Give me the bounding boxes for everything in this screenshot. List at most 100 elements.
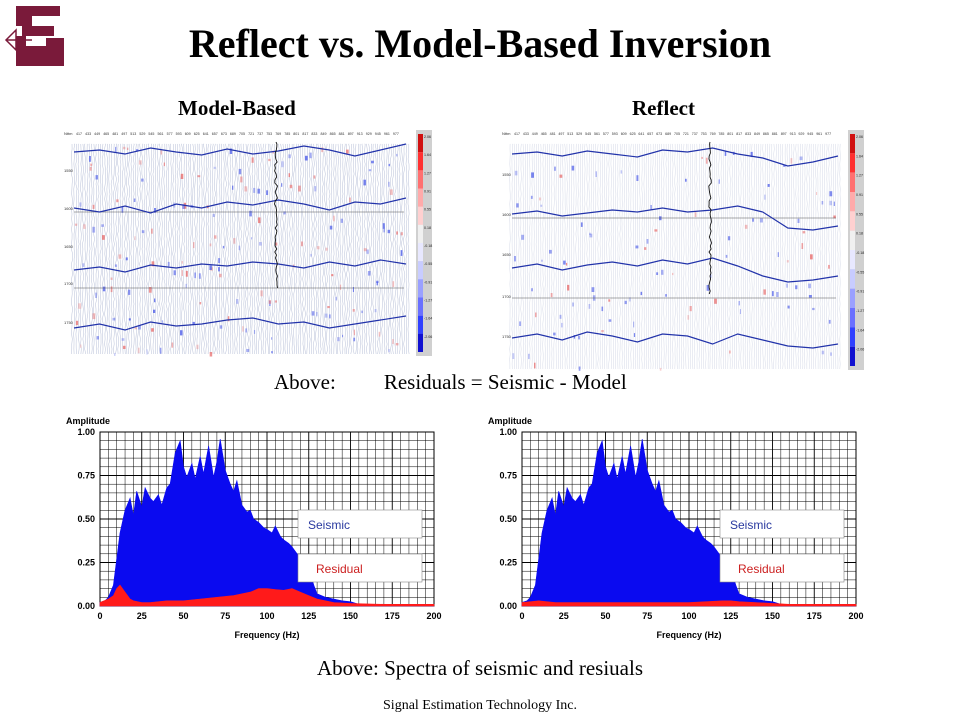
cdp-tick-label: 897 [348,132,354,136]
x-tick-label: 25 [137,611,147,621]
color-bar-tick-label: -0.55 [424,262,432,266]
cdp-tick-label: 897 [781,132,787,136]
cdp-tick-label: 673 [221,132,227,136]
color-bar-tick-label: -1.27 [856,309,864,313]
depth-tick-label: 1750 [64,320,74,325]
depth-tick-label: 1550 [502,172,512,177]
cdp-axis: Nttm 417 433 449 465 481 497 513 529 545 561 577 593… [64,131,399,136]
color-bar-swatch [850,172,855,192]
x-tick-label: 100 [681,611,696,621]
color-bar-swatch [850,346,855,366]
color-bar-swatch [418,315,423,334]
x-tick-label: 50 [600,611,610,621]
page-title: Reflect vs. Model-Based Inversion [188,21,772,66]
legend-label-seismic: Seismic [730,518,772,532]
cdp-tick-label: 769 [710,132,716,136]
seismic-traces [509,143,841,371]
cdp-tick-label: 609 [621,132,627,136]
cdp-tick-label: 769 [275,132,281,136]
series-area-seismic [99,438,434,607]
horizon-line [511,257,839,283]
spectrum-chart-model-based: 0 25 50 75 100 125 150 175 200 0.00 0.25 0.50 0.75 1.… [66,416,442,640]
cdp-tick-label: 977 [825,132,831,136]
cdp-tick-label: 849 [321,132,327,136]
x-axis-label: Frequency (Hz) [234,630,299,640]
cdp-tick-label: 737 [257,132,263,136]
cdp-tick-label: 433 [85,132,91,136]
cdp-tick-label: 465 [541,132,547,136]
cdp-tick-label: 929 [798,132,804,136]
cdp-axis: Nttm 417 433 449 465 481 497 513 529 545 561 577 593… [502,131,831,136]
cdp-tick-label: 753 [701,132,707,136]
x-tick-label: 200 [426,611,441,621]
cdp-tick-label: 513 [130,132,136,136]
color-bar-tick-label: 0.18 [856,232,863,236]
color-bar-tick-label: 2.06 [424,135,431,139]
depth-tick-label: 1650 [502,252,512,257]
cdp-tick-label: 657 [647,132,653,136]
color-bar: 2.06 1.64 1.27 0.91 0.55 0.18 -0.18 -0.55 -0.91 -… [416,130,432,356]
legend-label-residual: Residual [316,562,363,576]
depth-tick-label: 1600 [64,206,74,211]
cdp-tick-label: 929 [366,132,372,136]
well-log [708,141,712,295]
well-log [274,141,279,289]
x-tick-label: 150 [343,611,358,621]
y-tick-label: 1.00 [77,427,95,437]
cdp-tick-label: 833 [311,132,317,136]
cdp-tick-label: 625 [630,132,636,136]
cdp-tick-label: 977 [393,132,399,136]
color-bar-tick-label: 1.27 [424,171,431,175]
cdp-tick-label: 641 [638,132,644,136]
cdp-tick-label: 529 [576,132,582,136]
color-bar-tick-label: 0.55 [424,208,431,212]
color-bar-tick-label: -0.91 [424,280,432,284]
caption-residuals: Above: Residuals = Seismic - Model [274,370,627,395]
depth-tick-label: 1550 [64,168,74,173]
color-bar-swatch [418,333,423,352]
horizon-line [511,147,839,167]
color-bar-swatch [850,192,855,212]
company-logo [4,6,64,66]
color-bar-tick-label: 2.06 [856,135,863,139]
cdp-tick-label: 753 [266,132,272,136]
seismic-section-model-based: Nttm 417 433 449 465 481 497 513 529 545 561 577 593… [62,128,438,362]
x-tick-label: 125 [723,611,738,621]
seismic-section-reflect: Nttm 417 433 449 465 481 497 513 529 545 561 577 593… [490,128,876,376]
cdp-tick-label: 833 [745,132,751,136]
cdp-tick-label: 865 [763,132,769,136]
color-bar-tick-label: -1.64 [424,317,432,321]
color-bar-tick-label: 1.64 [424,153,431,157]
color-bar-tick-label: -2.06 [856,348,864,352]
cdp-tick-label: 737 [692,132,698,136]
cdp-tick-label: 913 [357,132,363,136]
cdp-tick-label: 641 [203,132,209,136]
cdp-tick-label: 705 [239,132,245,136]
cdp-tick-label: 529 [139,132,145,136]
color-bar-tick-label: 0.55 [856,212,863,216]
color-bar-tick-label: 0.18 [424,226,431,230]
color-bar-tick-label: -0.18 [424,244,432,248]
cdp-tick-label: 721 [248,132,254,136]
color-bar-swatch [418,206,423,225]
x-tick-label: 175 [385,611,400,621]
x-tick-label: 50 [178,611,188,621]
cdp-tick-label: 785 [718,132,724,136]
color-bar-swatch [850,211,855,231]
x-tick-label: 75 [642,611,652,621]
cdp-tick-label: 657 [212,132,218,136]
depth-tick-label: 1700 [502,294,512,299]
y-tick-label: 0.25 [77,558,95,568]
x-tick-label: 200 [848,611,863,621]
cdp-tick-label: 481 [550,132,556,136]
color-bar-tick-label: -1.64 [856,328,864,332]
depth-tick-label: 1700 [64,281,74,286]
cdp-tick-label: 913 [790,132,796,136]
x-tick-label: 0 [519,611,524,621]
x-tick-label: 150 [765,611,780,621]
cdp-tick-label: 577 [167,132,173,136]
cdp-tick-label: 945 [375,132,381,136]
cdp-tick-label: 497 [121,132,127,136]
horizon-line [511,205,839,231]
y-axis-label: Amplitude [66,416,110,426]
